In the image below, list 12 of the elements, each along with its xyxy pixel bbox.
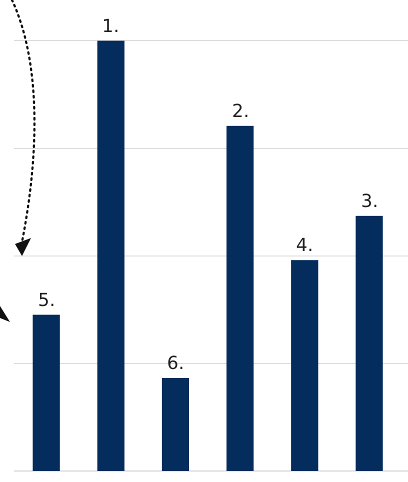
annotation: 2. <box>232 101 250 122</box>
annotation: 3. <box>361 191 378 212</box>
bar <box>356 216 383 471</box>
bar <box>291 260 318 471</box>
bar <box>226 126 254 471</box>
annotation: 4. <box>296 235 314 256</box>
annotation: 6. <box>167 353 184 374</box>
annotation: 5. <box>38 290 56 311</box>
bar <box>32 314 60 471</box>
text: 1. <box>102 16 120 37</box>
bar <box>97 40 124 471</box>
bar <box>162 378 190 471</box>
